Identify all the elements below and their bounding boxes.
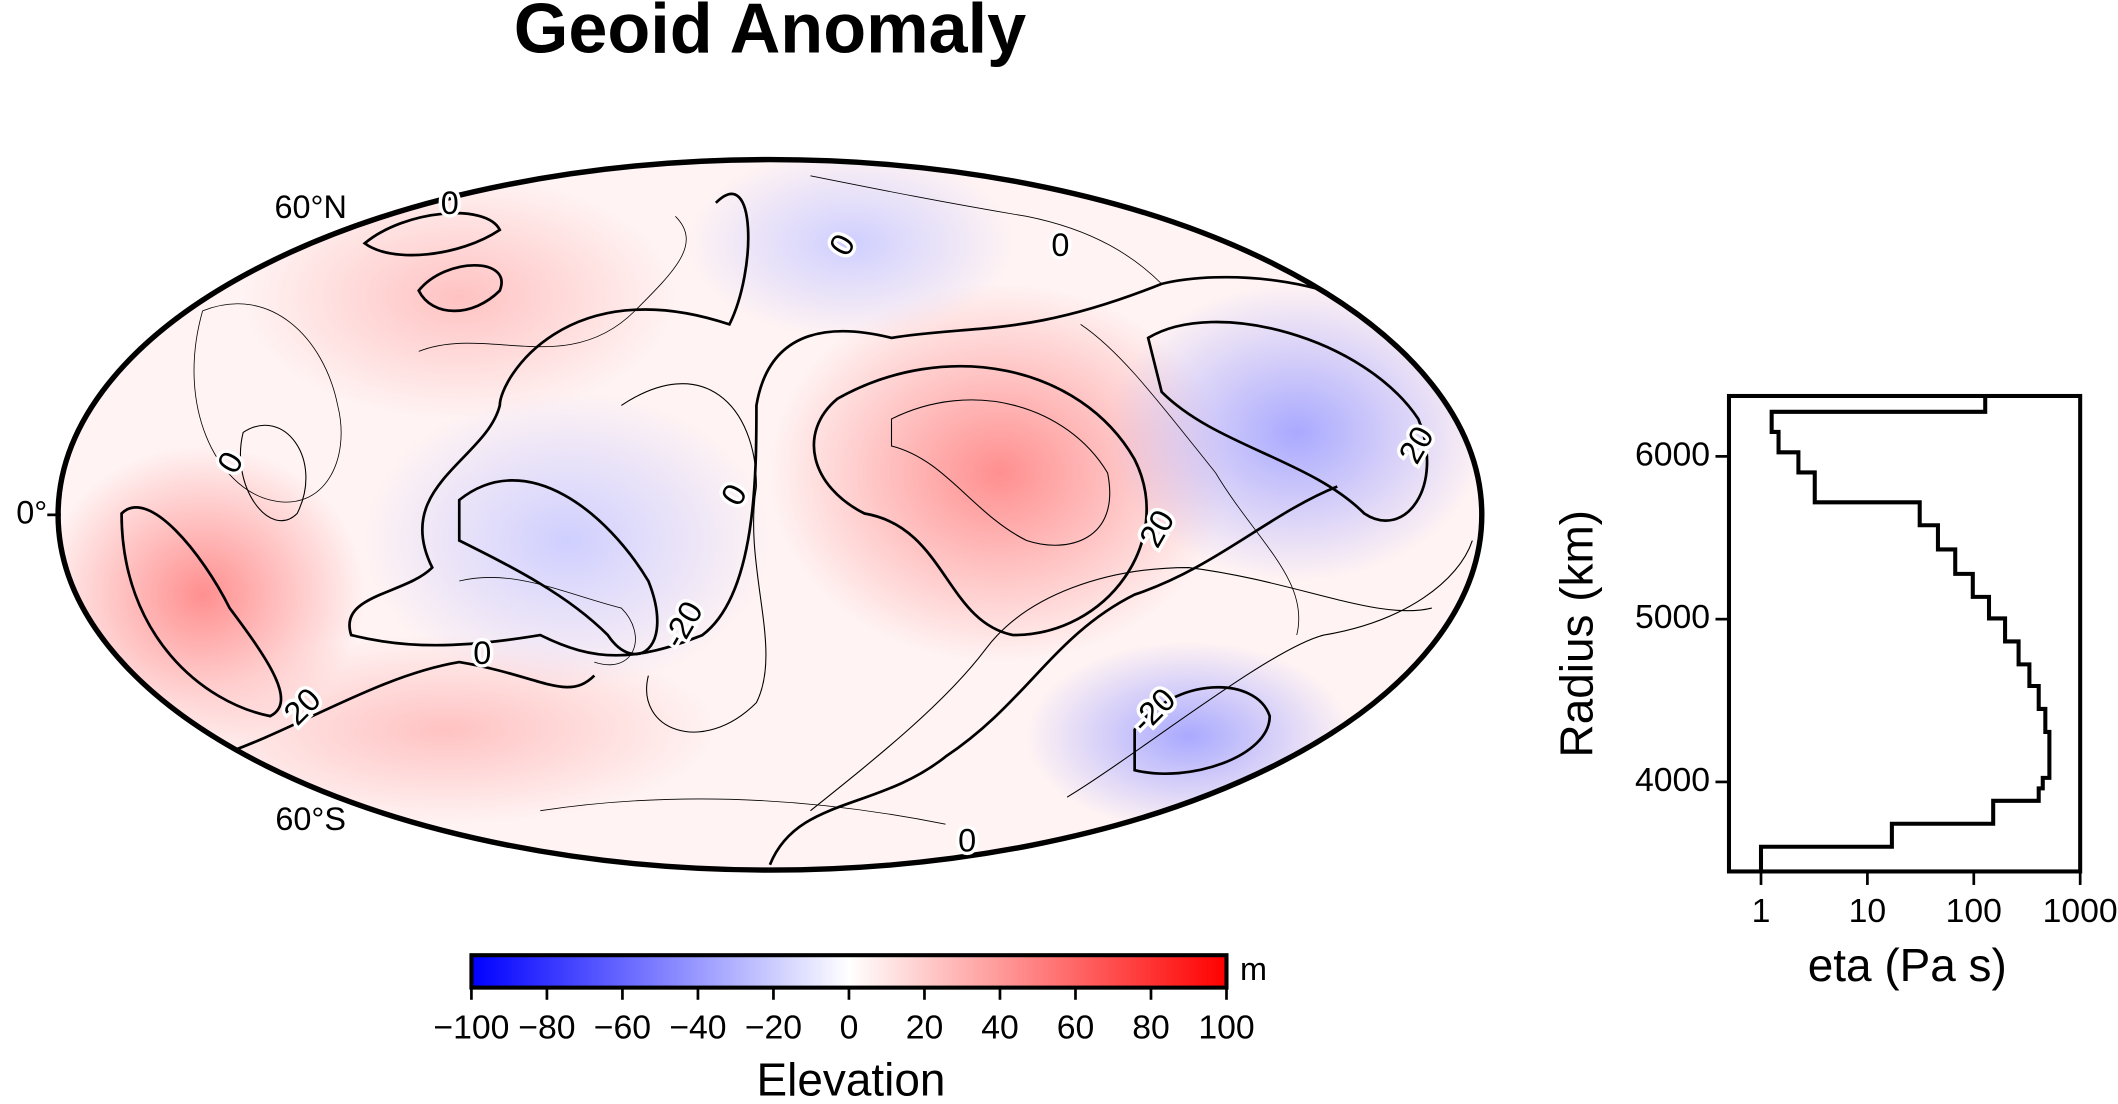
colorbar-tick-label: 100 — [1198, 1008, 1254, 1046]
chart-title: Geoid Anomaly — [514, 0, 1026, 68]
x-tick-label: 100 — [1946, 892, 2002, 930]
colorbar-tick-label: −80 — [518, 1008, 575, 1046]
x-tick-label: 1 — [1752, 892, 1771, 930]
colorbar-unit: m — [1240, 951, 1267, 987]
colorbar-tick-label: 80 — [1132, 1008, 1170, 1046]
y-tick-label: 5000 — [1635, 598, 1710, 636]
x-axis-label: eta (Pa s) — [1808, 939, 2007, 991]
colorbar — [469, 953, 1229, 990]
colorbar-tick-label: 40 — [981, 1008, 1019, 1046]
y-tick-label: 4000 — [1635, 761, 1710, 799]
lat-label: 0° — [16, 494, 47, 530]
colorbar-tick-label: 60 — [1057, 1008, 1095, 1046]
colorbar-tick-label: −20 — [745, 1008, 802, 1046]
contour-label: 0 — [441, 185, 459, 221]
colorbar-tick-label: 0 — [840, 1008, 859, 1046]
plot-frame — [1726, 393, 2083, 874]
y-tick-label: 6000 — [1635, 435, 1710, 473]
lat-label: 60°N — [274, 189, 346, 225]
contour-label: 0 — [473, 635, 491, 671]
colorbar-tick-label: −40 — [669, 1008, 726, 1046]
map-surface — [58, 159, 1482, 871]
x-tick-label: 1000 — [2043, 892, 2118, 930]
colorbar-tick-label: −60 — [594, 1008, 651, 1046]
colorbar-tick-label: −100 — [433, 1008, 509, 1046]
colorbar-label: Elevation — [757, 1054, 946, 1104]
contour-label: 0 — [958, 823, 976, 859]
lat-label: 60°S — [275, 801, 346, 837]
profile-line — [1758, 395, 2052, 872]
x-tick-label: 10 — [1849, 892, 1887, 930]
y-axis-label: Radius (km) — [1551, 510, 1603, 757]
colorbar-tick-label: 20 — [906, 1008, 944, 1046]
contour-label: 0 — [1051, 227, 1069, 263]
